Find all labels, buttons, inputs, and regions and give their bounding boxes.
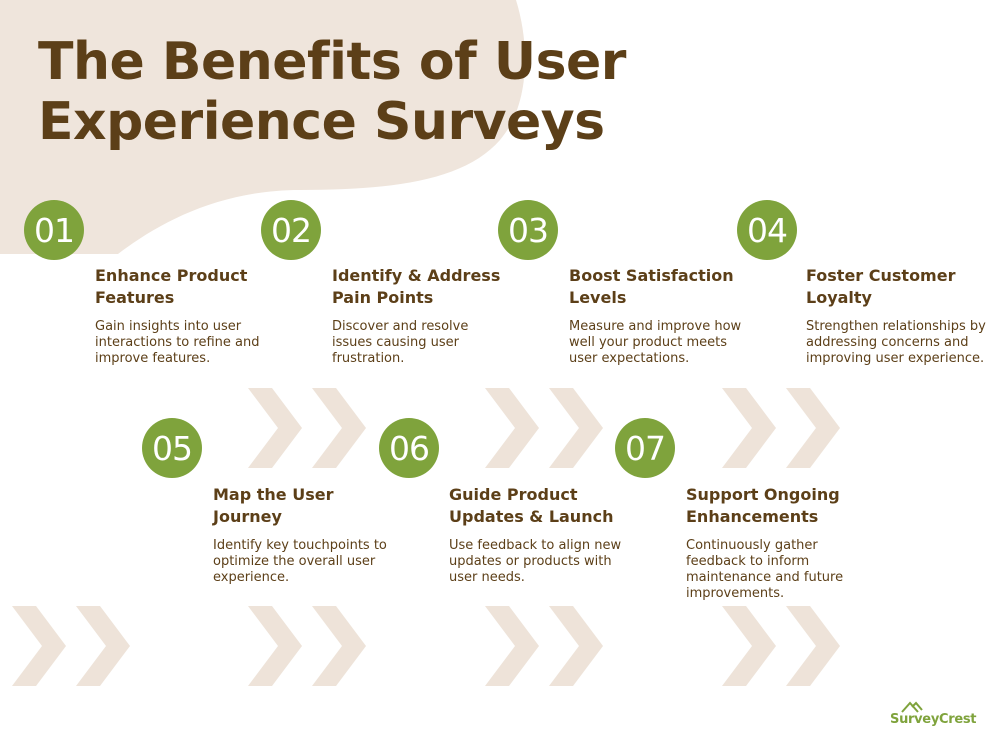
step-title: Map the User Journey	[213, 485, 334, 526]
step-title: Guide Product Updates & Launch	[449, 485, 614, 526]
background-blob	[0, 0, 526, 254]
brand-logo: SurveyCrest	[890, 712, 977, 727]
step-card: Support Ongoing Enhancements Continuousl…	[686, 484, 866, 602]
step-description: Identify key touchpoints to optimize the…	[213, 538, 387, 585]
step-number-badge: 07	[615, 418, 675, 478]
step-description: Strengthen relationships by addressing c…	[806, 319, 986, 366]
step-title: Identify & Address Pain Points	[332, 266, 501, 307]
double-chevron-right-icon	[248, 606, 366, 686]
page-title-line-2: Experience Surveys	[38, 92, 605, 152]
double-chevron-right-icon	[722, 606, 840, 686]
step-card: Identify & Address Pain Points Discover …	[332, 265, 512, 367]
step-number-badge: 02	[261, 200, 321, 260]
step-card: Foster Customer Loyalty Strengthen relat…	[806, 265, 986, 367]
double-chevron-right-icon	[12, 606, 130, 686]
double-chevron-right-icon	[248, 388, 366, 468]
step-description: Discover and resolve issues causing user…	[332, 319, 469, 366]
step-number-badge: 06	[379, 418, 439, 478]
page-title-line-1: The Benefits of User	[38, 32, 626, 92]
step-number-badge: 01	[24, 200, 84, 260]
step-card: Map the User Journey Identify key touchp…	[213, 484, 393, 586]
step-title: Enhance Product Features	[95, 266, 248, 307]
double-chevron-right-icon	[722, 388, 840, 468]
double-chevron-right-icon	[485, 606, 603, 686]
mountain-icon	[901, 701, 923, 713]
step-title: Boost Satisfaction Levels	[569, 266, 734, 307]
step-title: Foster Customer Loyalty	[806, 266, 956, 307]
step-number-badge: 04	[737, 200, 797, 260]
step-number-badge: 05	[142, 418, 202, 478]
step-card: Enhance Product Features Gain insights i…	[95, 265, 275, 367]
step-description: Gain insights into user interactions to …	[95, 319, 260, 366]
double-chevron-right-icon	[485, 388, 603, 468]
step-card: Guide Product Updates & Launch Use feedb…	[449, 484, 629, 586]
step-description: Use feedback to align new updates or pro…	[449, 538, 622, 585]
step-title: Support Ongoing Enhancements	[686, 485, 840, 526]
step-card: Boost Satisfaction Levels Measure and im…	[569, 265, 749, 367]
step-description: Continuously gather feedback to inform m…	[686, 538, 844, 601]
step-description: Measure and improve how well your produc…	[569, 319, 742, 366]
step-number-badge: 03	[498, 200, 558, 260]
page-title: The Benefits of User Experience Surveys	[38, 32, 626, 152]
